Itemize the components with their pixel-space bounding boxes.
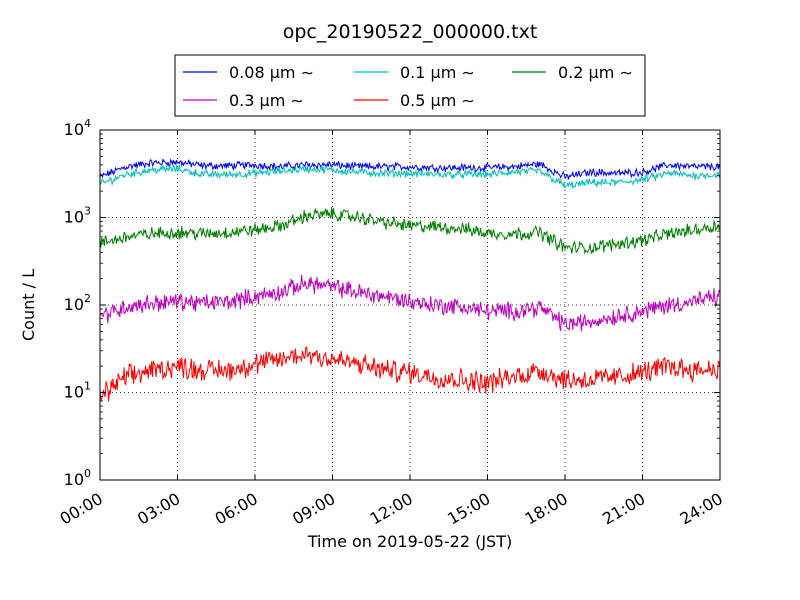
grid-lines bbox=[100, 130, 720, 480]
chart-title: opc_20190522_000000.txt bbox=[283, 21, 538, 43]
y-tick-label-base: 10 bbox=[64, 120, 84, 139]
y-tick-label-base: 10 bbox=[64, 208, 84, 227]
y-tick-label: 103 bbox=[64, 205, 91, 227]
y-tick-label-base: 10 bbox=[64, 383, 84, 402]
y-tick-label: 101 bbox=[64, 380, 91, 402]
x-tick-label: 15:00 bbox=[444, 489, 493, 529]
series-line bbox=[99, 164, 721, 190]
x-tick-label: 24:00 bbox=[677, 489, 726, 529]
legend-label: 0.5 µm ∼ bbox=[400, 91, 475, 110]
y-tick-label-base: 10 bbox=[64, 295, 84, 314]
x-tick-label: 12:00 bbox=[367, 489, 416, 529]
y-tick-label-exponent: 2 bbox=[84, 292, 91, 305]
series-lines bbox=[99, 158, 721, 402]
series-line bbox=[99, 158, 721, 180]
series-line bbox=[99, 274, 721, 332]
x-tick-label: 21:00 bbox=[599, 489, 648, 529]
y-tick-label-base: 10 bbox=[64, 470, 84, 489]
x-axis-label: Time on 2019-05-22 (JST) bbox=[307, 532, 512, 551]
y-tick-label-exponent: 4 bbox=[84, 117, 91, 130]
y-axis-label: Count / L bbox=[19, 269, 38, 341]
x-tick-label: 18:00 bbox=[522, 489, 571, 529]
y-tick-label: 100 bbox=[64, 467, 91, 489]
y-tick-label: 102 bbox=[64, 292, 91, 314]
y-tick-label-exponent: 3 bbox=[84, 205, 91, 218]
y-tick-label: 104 bbox=[64, 117, 91, 139]
legend-frame bbox=[174, 54, 646, 117]
series-line bbox=[99, 346, 721, 402]
legend-label: 0.1 µm ∼ bbox=[400, 63, 475, 82]
legend-label: 0.08 µm ∼ bbox=[229, 63, 314, 82]
legend-label: 0.3 µm ∼ bbox=[229, 91, 304, 110]
legend: 0.08 µm ∼ 0.1 µm ∼ 0.2 µm ∼ 0.3 µm ∼ 0.5 µm … bbox=[174, 54, 646, 117]
legend-label: 0.2 µm ∼ bbox=[558, 63, 633, 82]
y-tick-label-exponent: 1 bbox=[84, 380, 91, 393]
x-tick-label: 09:00 bbox=[289, 489, 338, 529]
axis-ticks bbox=[99, 129, 721, 481]
x-tick-label: 06:00 bbox=[212, 489, 261, 529]
x-tick-label: 00:00 bbox=[57, 489, 106, 529]
x-tick-label: 03:00 bbox=[134, 489, 183, 529]
x-tick-labels: 00:00 03:00 06:00 09:00 12:00 15:00 18:00 21:00… bbox=[57, 489, 726, 529]
series-line bbox=[99, 207, 721, 255]
y-tick-label-exponent: 0 bbox=[84, 467, 91, 480]
